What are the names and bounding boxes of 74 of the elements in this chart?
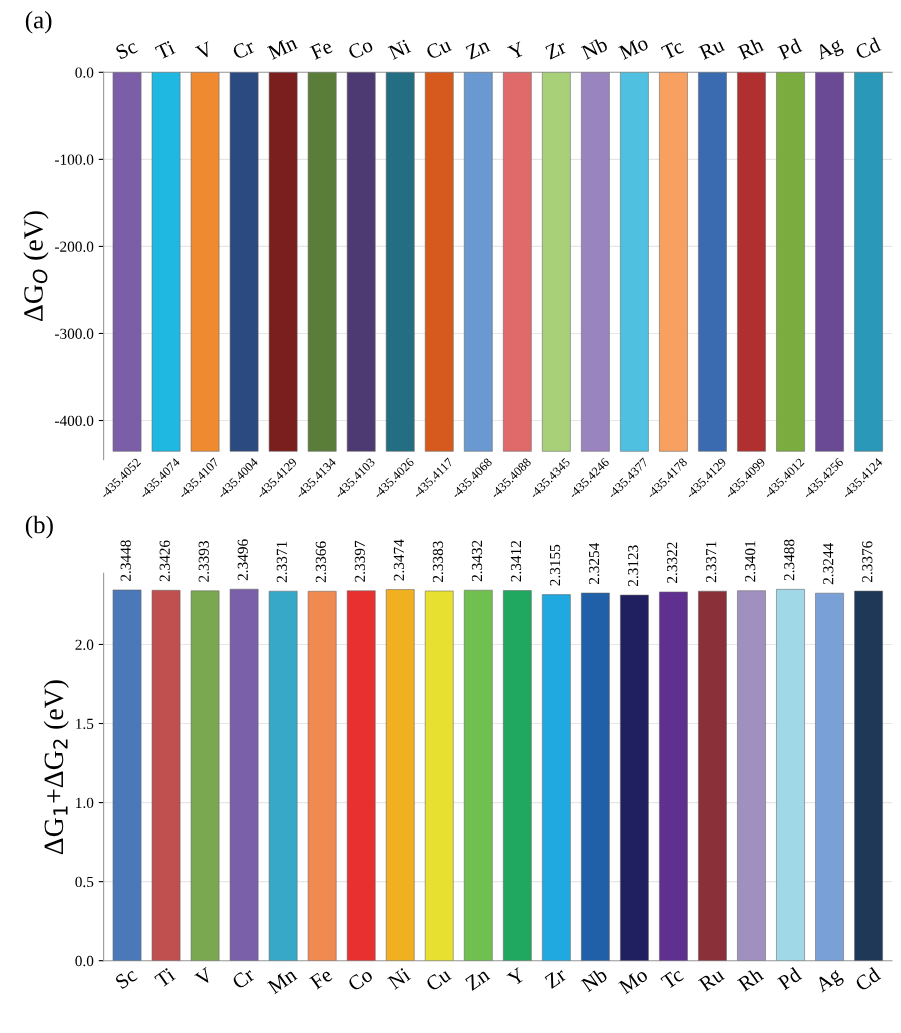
data-label: 2.3322 [666,542,678,583]
x-tick-label: Zn [464,967,491,991]
y-tick-label: 0.5 [75,876,94,888]
data-label: 2.3412 [510,541,522,582]
chart-title: (a) [25,10,52,34]
x-tick-label: Y [506,967,526,987]
x-tick-label: Pd [776,966,803,991]
data-label: 2.3155 [549,544,561,586]
data-label: 2.3254 [588,542,600,585]
x-tick-label: Nb [580,966,609,993]
y-tick-label: 0.0 [75,955,94,967]
y-tick-label: 2.0 [75,639,94,650]
x-tick-label: Ni [387,38,412,60]
data-label: 2.3366 [315,541,327,583]
data-label: 2.3397 [354,540,366,582]
x-tick-label: Zr [544,967,568,989]
y-tick-label: 1.0 [76,797,94,809]
x-tick-label: Fe [309,39,334,60]
data-label: 2.3488 [784,539,795,581]
x-tick-label: Cd [854,36,882,60]
y-axis-title: ΔG$_{1}$+ΔG$_{2}$ (eV) [43,680,69,855]
data-label: 2.3426 [159,540,170,582]
x-tick-label: Sc [114,967,139,990]
x-tick-label: Cu [425,37,453,60]
x-tick-label: Pd [777,37,803,60]
y-tick-label: 0.0 [75,67,94,78]
y-tick-label: -400.0 [55,415,94,427]
x-tick-label: Rh [737,36,765,60]
x-tick-label: Sc [115,38,139,60]
y-tick-label: -100.0 [55,154,94,165]
x-tick-label: Zr [544,39,568,60]
x-tick-label: Ag [814,967,846,997]
x-tick-label: Ti [154,40,176,60]
x-tick-label: Ag [814,36,845,64]
chart-title: (b) [25,515,53,539]
x-tick-label: Cu [424,966,452,992]
x-tick-label: Rh [736,966,765,992]
x-tick-label: Mo [618,967,649,995]
y-tick-label: 1.5 [76,718,94,730]
x-tick-label: Ru [698,37,726,60]
x-tick-label: Mn [266,35,299,60]
x-tick-label: Cd [853,966,882,992]
data-label: 2.3371 [706,541,717,583]
x-tick-label: Fe [309,967,334,990]
x-tick-label: Co [346,967,374,992]
data-label: 2.3376 [862,541,873,583]
x-tick-label: V [194,967,215,987]
x-tick-label: Ti [154,967,176,989]
y-tick-label: -200.0 [55,241,94,252]
x-tick-label: Mn [266,967,298,995]
data-label: 2.3474 [393,539,405,581]
x-tick-label: Mo [618,35,649,60]
x-tick-label: Tc [660,967,685,990]
data-label: 2.3401 [745,541,756,582]
x-tick-label: Co [347,37,374,60]
data-label: 2.3371 [276,541,288,583]
x-tick-label: Tc [660,39,685,60]
x-tick-label: Cr [231,38,256,60]
data-label: 2.3244 [823,543,834,585]
data-label: 2.3393 [198,541,209,582]
y-axis-title: ΔG$_{O}$ (eV) [23,211,49,322]
x-tick-label: Zn [465,37,491,60]
x-tick-label: Ru [698,967,726,992]
data-label: 2.3383 [432,541,444,582]
x-tick-label: Y [507,41,526,60]
data-label: 2.3448 [120,540,131,581]
y-tick-label: -300.0 [55,328,94,339]
data-label: 2.3123 [627,545,639,587]
data-label: 2.3432 [471,540,483,582]
x-tick-label: Cr [231,966,256,990]
x-tick-label: Nb [580,36,609,60]
x-tick-label: Ni [387,967,412,990]
x-tick-label: V [194,41,214,61]
data-label: 2.3496 [237,539,249,581]
